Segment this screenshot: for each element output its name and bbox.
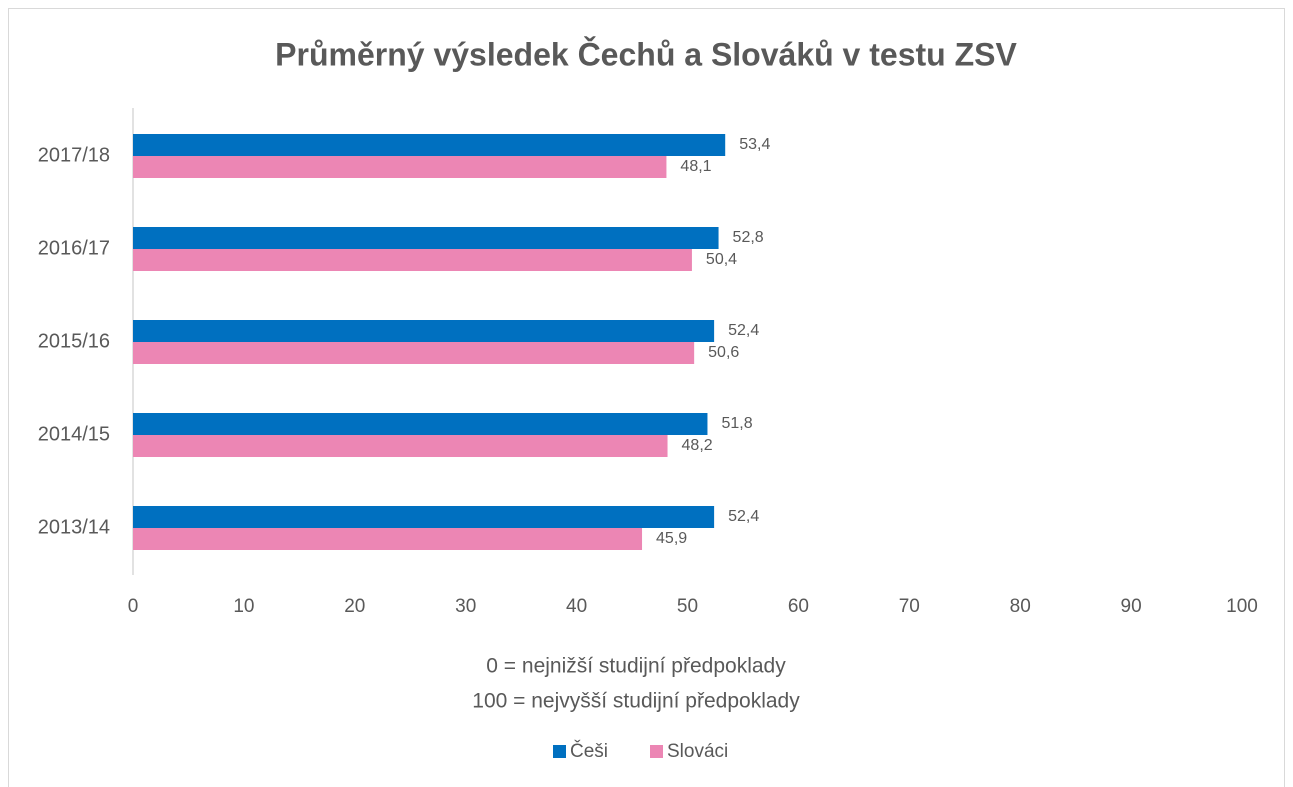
data-label: 50,6 [708,344,739,361]
bar [133,134,726,156]
legend-swatch [650,745,663,758]
data-label: 48,2 [682,437,713,454]
bar [133,528,643,550]
legend-label: Češi [570,740,608,762]
data-label: 50,4 [706,251,737,268]
x-axis-label: 100 = nejvyšší studijní předpoklady [472,690,800,713]
data-label: 52,4 [728,508,759,525]
y-tick-label: 2014/15 [38,423,110,445]
bar [133,249,692,271]
x-tick-label: 0 [128,596,139,617]
data-label: 51,8 [721,415,752,432]
bar [133,320,715,342]
x-tick-label: 10 [233,596,254,617]
bar [133,435,668,457]
bar [133,156,667,178]
x-tick-label: 100 [1226,596,1258,617]
x-tick-label: 80 [1010,596,1031,617]
data-label: 45,9 [656,530,687,547]
x-tick-label: 50 [677,596,698,617]
x-tick-label: 60 [788,596,809,617]
x-axis-label: 0 = nejnižší studijní předpoklady [486,655,786,678]
x-tick-label: 70 [899,596,920,617]
x-tick-label: 20 [344,596,365,617]
chart-title: Průměrný výsledek Čechů a Slováků v test… [275,36,1017,72]
y-tick-label: 2017/18 [38,144,110,166]
data-label: 53,4 [739,136,770,153]
x-tick-label: 40 [566,596,587,617]
data-label: 52,8 [733,229,764,246]
y-tick-label: 2016/17 [38,237,110,259]
legend-label: Slováci [667,741,728,762]
bar [133,342,695,364]
x-tick-label: 30 [455,596,476,617]
y-tick-label: 2015/16 [38,330,110,352]
data-label: 52,4 [728,322,759,339]
y-tick-label: 2013/14 [38,516,110,538]
data-label: 48,1 [680,158,711,175]
x-tick-label: 90 [1121,596,1142,617]
legend-swatch [553,745,566,758]
bar [133,227,719,249]
bar [133,413,708,435]
bar [133,506,715,528]
